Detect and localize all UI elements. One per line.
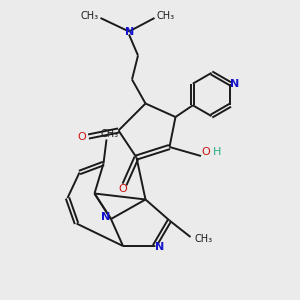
Text: O: O xyxy=(201,147,210,158)
Text: H: H xyxy=(213,147,222,158)
Text: CH₃: CH₃ xyxy=(81,11,99,21)
Text: N: N xyxy=(125,27,134,37)
Text: N: N xyxy=(155,242,164,252)
Text: O: O xyxy=(77,131,86,142)
Text: CH₃: CH₃ xyxy=(157,11,175,21)
Text: O: O xyxy=(118,184,127,194)
Text: N: N xyxy=(230,79,239,89)
Text: CH₃: CH₃ xyxy=(195,234,213,244)
Text: CH₃: CH₃ xyxy=(100,129,118,139)
Text: N: N xyxy=(101,212,110,223)
